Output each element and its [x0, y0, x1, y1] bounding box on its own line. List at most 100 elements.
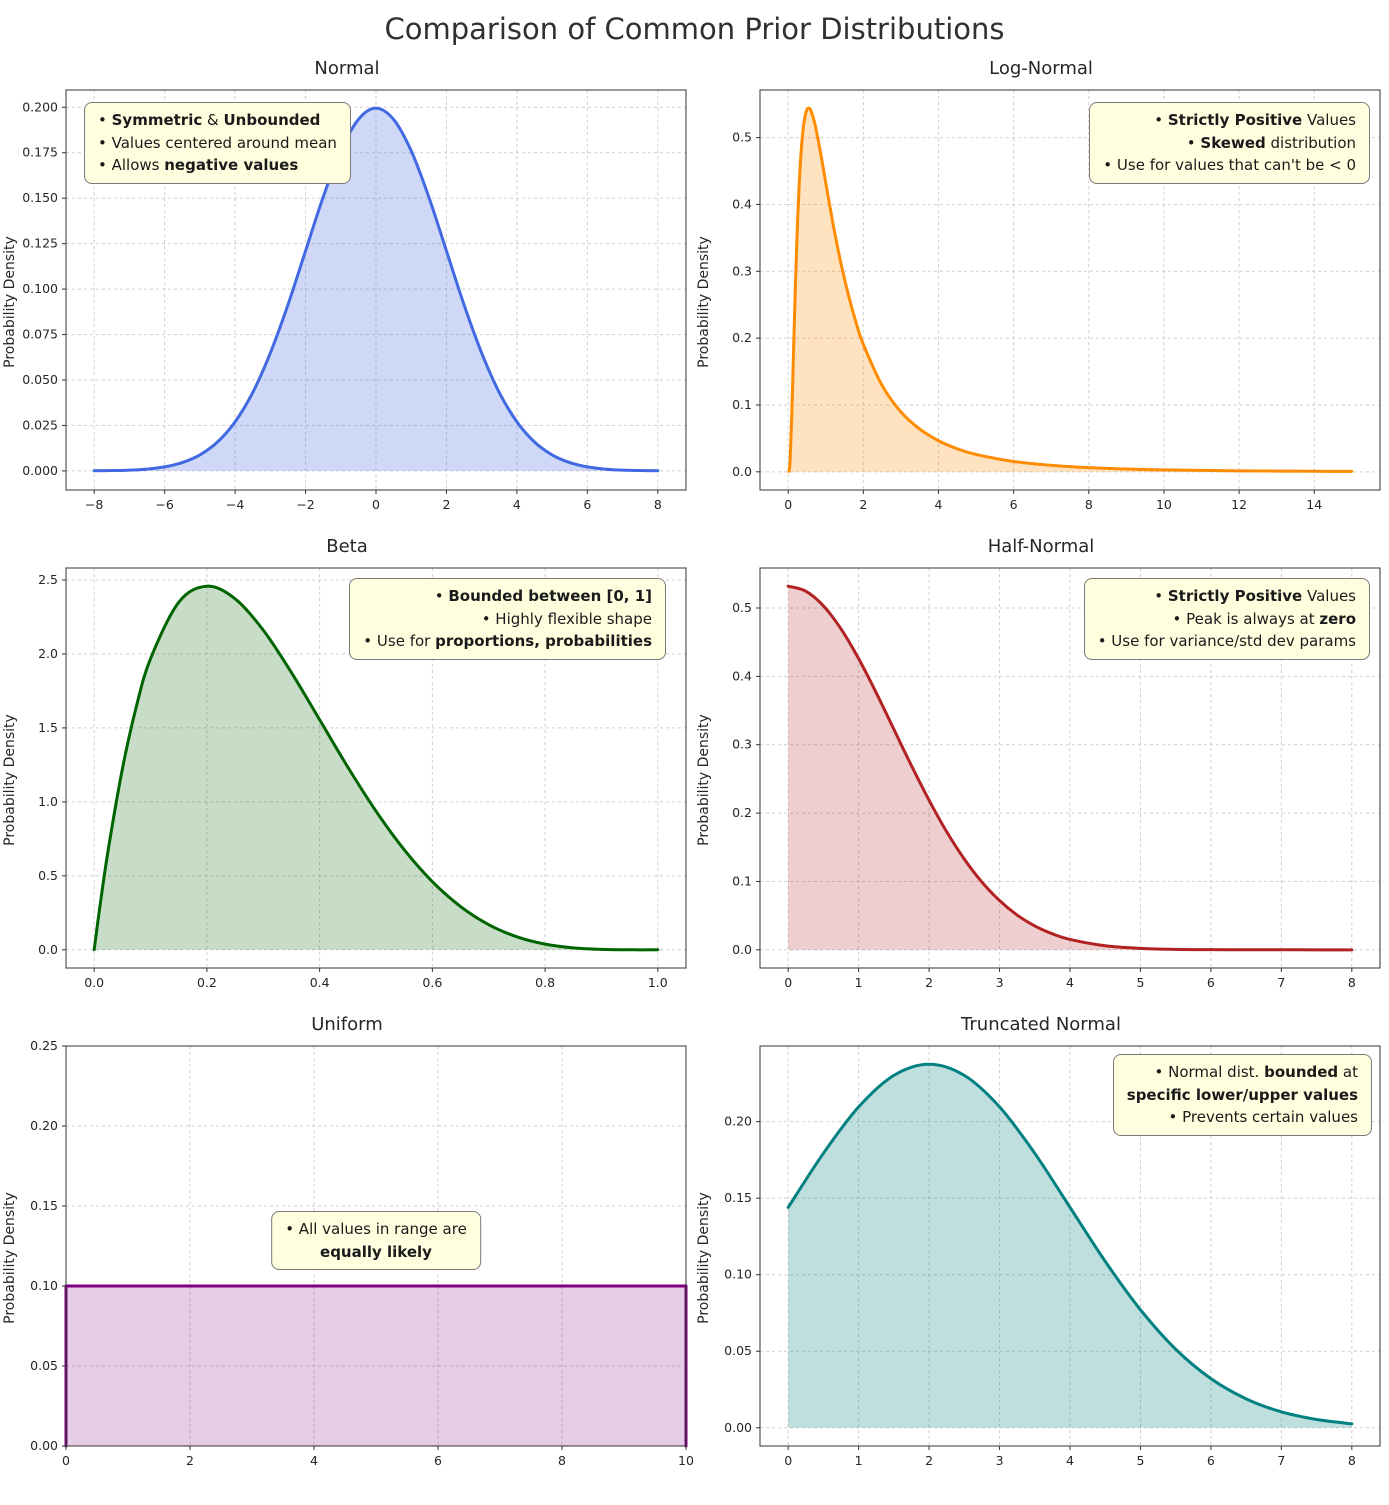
- svg-text:0.10: 0.10: [30, 1278, 58, 1293]
- density-curve: [787, 106, 1354, 473]
- plot-canvas: −8 −6 −4 −2 0 2 4 6 8 0.000 0.025 0.050 0.075 0.100 0.…: [22, 89, 687, 512]
- svg-text:5: 5: [1136, 1453, 1144, 1468]
- svg-text:0.20: 0.20: [724, 1114, 752, 1129]
- svg-text:0.8: 0.8: [535, 975, 555, 990]
- chart-title: Beta: [326, 536, 368, 557]
- svg-text:0.150: 0.150: [22, 190, 58, 205]
- svg-text:−2: −2: [296, 497, 314, 512]
- figure-title: Comparison of Common Prior Distributions: [384, 12, 1005, 46]
- svg-text:0.025: 0.025: [22, 417, 58, 432]
- svg-text:0.000: 0.000: [22, 463, 58, 478]
- svg-text:7: 7: [1277, 975, 1285, 990]
- tick-labels: 0 1 2 3 4 5 6 7 8 0.0 0.1 0.2 0.3 0.4 0.5: [732, 600, 1356, 990]
- plot-border: [65, 567, 687, 969]
- svg-text:6: 6: [1010, 497, 1018, 512]
- tick-labels: 0.0 0.2 0.4 0.6 0.8 1.0 0.0 0.5 1.0 1.5 2.0 2.5: [38, 572, 668, 990]
- plot-area: Probability Density 0 1 2 3 4 5 6 7 8 0.0 0.1 0.2 0.…: [694, 562, 1388, 998]
- svg-text:3: 3: [996, 1453, 1004, 1468]
- plot-canvas: 0.0 0.2 0.4 0.6 0.8 1.0 0.0 0.5 1.0 1.5 2.0 2.5: [38, 567, 687, 990]
- chart-log-normal: Log-Normal Probability Density 0 2 4 6 8 10 12…: [694, 46, 1388, 524]
- annotation-box: • Symmetric & Unbounded • Values centered…: [84, 102, 351, 184]
- svg-text:2: 2: [859, 497, 867, 512]
- svg-text:8: 8: [1348, 1453, 1356, 1468]
- chart-title: Uniform: [311, 1014, 383, 1035]
- svg-text:0.175: 0.175: [22, 145, 58, 160]
- annotation-line: • Strictly Positive Values: [1154, 111, 1356, 129]
- plot-area: Probability Density 0.0 0.2 0.4 0.6 0.8 1.0 0.…: [0, 562, 694, 998]
- plot-area: Probability Density 0 2 4 6 8 10 0.00 0.05 0.10 0…: [0, 1038, 694, 1476]
- chart-beta: Beta Probability Density 0.0 0.2 0.4 0.6 0.8…: [0, 524, 694, 1002]
- svg-text:10: 10: [678, 1453, 694, 1468]
- svg-text:0.2: 0.2: [732, 330, 752, 345]
- svg-text:8: 8: [558, 1453, 566, 1468]
- svg-text:6: 6: [1207, 975, 1215, 990]
- svg-text:2: 2: [442, 497, 450, 512]
- annotation-box: • Strictly Positive Values • Peak is alwa…: [1083, 578, 1370, 660]
- svg-text:0.15: 0.15: [724, 1190, 752, 1205]
- annotation-box: • Bounded between [0, 1] • Highly flexibl…: [349, 578, 666, 660]
- plot-border: [65, 1045, 687, 1447]
- svg-text:0.5: 0.5: [732, 130, 752, 145]
- svg-text:5: 5: [1136, 975, 1144, 990]
- plot-border: [759, 89, 1381, 491]
- svg-text:0.5: 0.5: [732, 600, 752, 615]
- svg-text:6: 6: [1207, 1453, 1215, 1468]
- chart-uniform: Uniform Probability Density 0 2 4 6 8 10 0.00 0…: [0, 1002, 694, 1480]
- chart-normal: Normal Probability Density −8 −6 −4 −2 0 2 4 6 8…: [0, 46, 694, 524]
- tick-labels: −8 −6 −4 −2 0 2 4 6 8 0.000 0.025 0.050 0.075 0.100 0.…: [22, 99, 662, 512]
- chart-title: Log-Normal: [989, 58, 1093, 79]
- chart-title: Half-Normal: [987, 536, 1095, 557]
- annotation-line: • Allows negative values: [98, 156, 299, 174]
- svg-text:2: 2: [186, 1453, 194, 1468]
- density-curve: [786, 584, 1354, 952]
- svg-text:0.125: 0.125: [22, 236, 58, 251]
- svg-text:0.25: 0.25: [30, 1040, 58, 1053]
- plot-canvas: 0 2 4 6 8 10 0.00 0.05 0.10 0.15 0.20 0.25: [30, 1038, 694, 1468]
- annotation-box: • Strictly Positive Values • Skewed distr…: [1089, 102, 1370, 184]
- svg-text:0.4: 0.4: [732, 668, 752, 683]
- svg-text:0.100: 0.100: [22, 281, 58, 296]
- chart-grid: Normal Probability Density −8 −6 −4 −2 0 2 4 6 8…: [0, 46, 1389, 1480]
- svg-text:0.4: 0.4: [732, 196, 752, 211]
- svg-text:0.05: 0.05: [30, 1358, 58, 1373]
- svg-text:0.10: 0.10: [724, 1267, 752, 1282]
- annotation-line: • Peak is always at zero: [1172, 609, 1356, 628]
- svg-text:6: 6: [583, 497, 591, 512]
- annotation-line: • Strictly Positive Values: [1154, 587, 1356, 605]
- annotation-line: • Symmetric & Unbounded: [98, 111, 321, 129]
- svg-text:7: 7: [1277, 1453, 1285, 1468]
- svg-text:1.0: 1.0: [38, 794, 58, 809]
- annotation-line: • Use for values that can't be < 0: [1103, 156, 1356, 174]
- annotation-box: • All values in range are equally likely: [271, 1211, 481, 1270]
- svg-text:0.3: 0.3: [732, 737, 752, 752]
- annotation-line: • Prevents certain values: [1168, 1108, 1359, 1126]
- svg-text:2.0: 2.0: [38, 646, 58, 661]
- svg-text:0.5: 0.5: [38, 868, 58, 883]
- svg-text:−6: −6: [155, 497, 173, 512]
- tick-labels: 0 2 4 6 8 10 12 14 0.0 0.1 0.2 0.3 0.4 0.5: [732, 130, 1322, 512]
- density-fill: [94, 108, 658, 471]
- svg-text:0.200: 0.200: [22, 99, 58, 114]
- annotation-line: • Use for variance/std dev params: [1097, 632, 1356, 650]
- svg-text:−4: −4: [226, 497, 244, 512]
- svg-text:0.6: 0.6: [422, 975, 442, 990]
- plot-area: Probability Density −8 −6 −4 −2 0 2 4 6 8 0.000 0.…: [0, 84, 694, 520]
- svg-text:0.0: 0.0: [732, 942, 752, 957]
- chart-title: Truncated Normal: [961, 1014, 1121, 1035]
- svg-text:0.1: 0.1: [732, 397, 752, 412]
- svg-text:0.00: 0.00: [724, 1420, 752, 1435]
- annotation-line: • All values in range are: [285, 1220, 467, 1238]
- annotation-box: • Normal dist. bounded at specific lower/…: [1112, 1054, 1372, 1136]
- svg-text:4: 4: [935, 497, 943, 512]
- svg-text:4: 4: [513, 497, 521, 512]
- svg-text:0.00: 0.00: [30, 1438, 58, 1453]
- annotation-line: • Skewed distribution: [1186, 133, 1356, 152]
- svg-text:1.0: 1.0: [648, 975, 668, 990]
- svg-text:0.050: 0.050: [22, 372, 58, 387]
- density-curve: [92, 584, 660, 952]
- svg-text:0.3: 0.3: [732, 263, 752, 278]
- svg-text:0.0: 0.0: [732, 464, 752, 479]
- annotation-line: • Normal dist. bounded at: [1154, 1063, 1358, 1081]
